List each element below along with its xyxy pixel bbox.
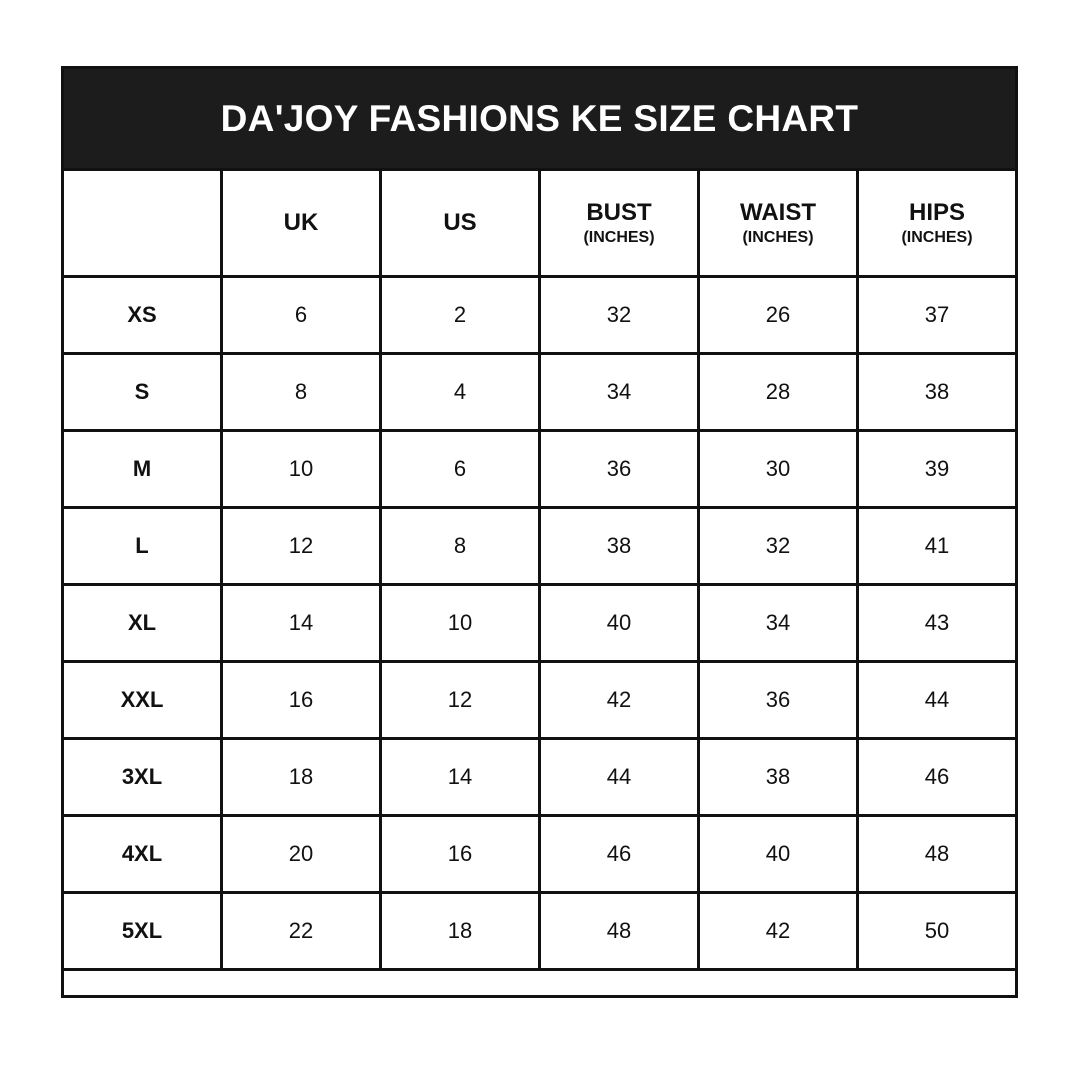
measurement-cell: 32 bbox=[697, 506, 859, 586]
size-label-cell: S bbox=[61, 352, 223, 432]
table-row: XS 6 2 32 26 37 bbox=[61, 275, 1018, 355]
size-chart: DA'JOY FASHIONS KE SIZE CHART UK US BUST (I… bbox=[61, 66, 1018, 998]
column-header: WAIST (INCHES) bbox=[697, 168, 859, 278]
measurement-cell: 18 bbox=[379, 891, 541, 971]
measurement-cell: 22 bbox=[220, 891, 382, 971]
column-label: US bbox=[443, 209, 477, 237]
measurement-cell: 6 bbox=[379, 429, 541, 509]
size-label-cell: 3XL bbox=[61, 737, 223, 817]
measurement-cell: 16 bbox=[220, 660, 382, 740]
measurement-cell: 18 bbox=[220, 737, 382, 817]
measurement-cell: 16 bbox=[379, 814, 541, 894]
measurement-cell: 20 bbox=[220, 814, 382, 894]
measurement-cell: 44 bbox=[538, 737, 700, 817]
measurement-cell: 26 bbox=[697, 275, 859, 355]
column-label: WAIST bbox=[740, 199, 816, 226]
size-label-cell: M bbox=[61, 429, 223, 509]
measurement-cell: 28 bbox=[697, 352, 859, 432]
measurement-cell: 2 bbox=[379, 275, 541, 355]
measurement-cell: 10 bbox=[379, 583, 541, 663]
column-unit: (INCHES) bbox=[901, 228, 973, 246]
column-header: US bbox=[379, 168, 541, 278]
column-header: HIPS (INCHES) bbox=[856, 168, 1018, 278]
measurement-cell: 40 bbox=[538, 583, 700, 663]
table-row: XL 14 10 40 34 43 bbox=[61, 583, 1018, 663]
measurement-cell: 30 bbox=[697, 429, 859, 509]
size-label-cell: XL bbox=[61, 583, 223, 663]
table-row: M 10 6 36 30 39 bbox=[61, 429, 1018, 509]
measurement-cell: 12 bbox=[379, 660, 541, 740]
measurement-cell: 38 bbox=[697, 737, 859, 817]
table-row: 5XL 22 18 48 42 50 bbox=[61, 891, 1018, 971]
size-label-cell: XXL bbox=[61, 660, 223, 740]
size-label-cell: 4XL bbox=[61, 814, 223, 894]
measurement-cell: 32 bbox=[538, 275, 700, 355]
measurement-cell: 4 bbox=[379, 352, 541, 432]
header-row: UK US BUST (INCHES) WAIST (INCHES) HIPS (INCHES… bbox=[61, 168, 1018, 278]
column-label: BUST bbox=[586, 199, 652, 226]
chart-title: DA'JOY FASHIONS KE SIZE CHART bbox=[64, 69, 1015, 169]
table-row: L 12 8 38 32 41 bbox=[61, 506, 1018, 586]
column-label: UK bbox=[283, 209, 319, 237]
measurement-cell: 46 bbox=[856, 737, 1018, 817]
measurement-cell: 37 bbox=[856, 275, 1018, 355]
measurement-cell: 36 bbox=[697, 660, 859, 740]
size-table: UK US BUST (INCHES) WAIST (INCHES) HIPS (INCHES… bbox=[61, 168, 1018, 971]
measurement-cell: 34 bbox=[538, 352, 700, 432]
column-unit: (INCHES) bbox=[583, 228, 655, 246]
measurement-cell: 48 bbox=[856, 814, 1018, 894]
table-row: XXL 16 12 42 36 44 bbox=[61, 660, 1018, 740]
measurement-cell: 43 bbox=[856, 583, 1018, 663]
measurement-cell: 8 bbox=[379, 506, 541, 586]
column-header: BUST (INCHES) bbox=[538, 168, 700, 278]
measurement-cell: 44 bbox=[856, 660, 1018, 740]
measurement-cell: 42 bbox=[538, 660, 700, 740]
measurement-cell: 50 bbox=[856, 891, 1018, 971]
size-label-cell: XS bbox=[61, 275, 223, 355]
column-label: HIPS bbox=[908, 199, 965, 226]
measurement-cell: 14 bbox=[220, 583, 382, 663]
measurement-cell: 8 bbox=[220, 352, 382, 432]
measurement-cell: 42 bbox=[697, 891, 859, 971]
column-header: UK bbox=[220, 168, 382, 278]
table-row: 3XL 18 14 44 38 46 bbox=[61, 737, 1018, 817]
measurement-cell: 48 bbox=[538, 891, 700, 971]
measurement-cell: 10 bbox=[220, 429, 382, 509]
column-unit: (INCHES) bbox=[742, 228, 814, 246]
table-row: S 8 4 34 28 38 bbox=[61, 352, 1018, 432]
measurement-cell: 12 bbox=[220, 506, 382, 586]
measurement-cell: 34 bbox=[697, 583, 859, 663]
measurement-cell: 38 bbox=[538, 506, 700, 586]
measurement-cell: 14 bbox=[379, 737, 541, 817]
measurement-cell: 46 bbox=[538, 814, 700, 894]
column-header bbox=[61, 168, 223, 278]
table-row: 4XL 20 16 46 40 48 bbox=[61, 814, 1018, 894]
measurement-cell: 36 bbox=[538, 429, 700, 509]
measurement-cell: 39 bbox=[856, 429, 1018, 509]
size-label-cell: 5XL bbox=[61, 891, 223, 971]
measurement-cell: 40 bbox=[697, 814, 859, 894]
measurement-cell: 38 bbox=[856, 352, 1018, 432]
measurement-cell: 6 bbox=[220, 275, 382, 355]
measurement-cell: 41 bbox=[856, 506, 1018, 586]
size-label-cell: L bbox=[61, 506, 223, 586]
